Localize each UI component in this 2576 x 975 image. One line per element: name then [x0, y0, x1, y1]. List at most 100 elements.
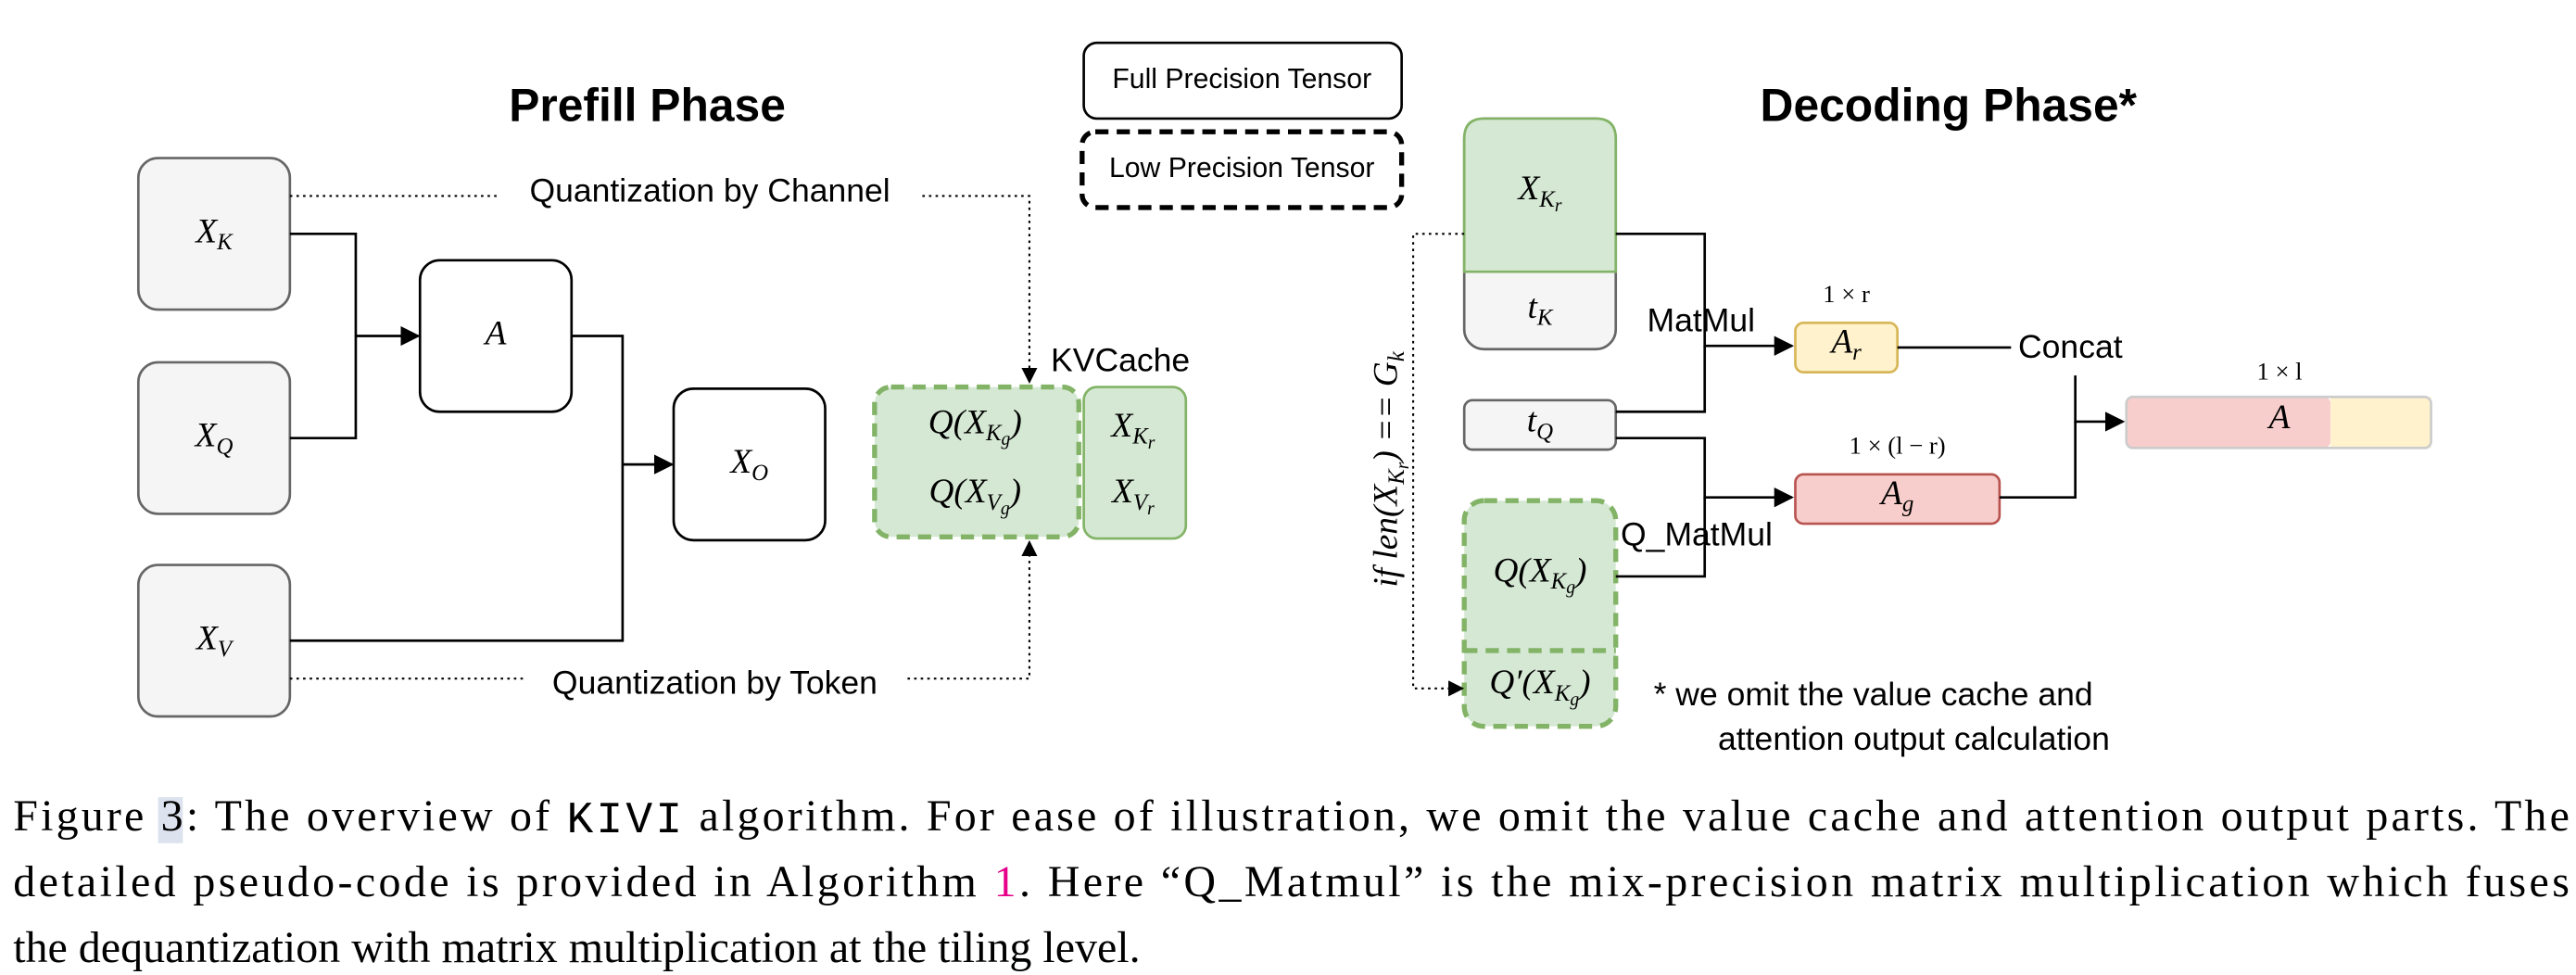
decoding-title: Decoding Phase* [1761, 79, 2138, 131]
math-part: Q [1536, 419, 1553, 444]
math-part: t [1527, 288, 1538, 326]
caption-part: the dequantization with matrix multiplic… [13, 923, 1140, 972]
math-part: X [1110, 473, 1134, 511]
concat-label: Concat [2018, 328, 2123, 365]
legend-full: Full Precision Tensor [1112, 64, 1371, 95]
edge [289, 233, 358, 440]
caption-part: algorithm. For ease of illustration, we … [685, 791, 2570, 841]
math-label: tK [1527, 288, 1553, 331]
math-part: K [1550, 569, 1568, 594]
note: attention output calculation [1718, 720, 2110, 757]
math-part: A [1828, 323, 1852, 361]
matmul-label: MatMul [1647, 302, 1754, 339]
math-label: tQ [1527, 401, 1553, 444]
edge [1615, 233, 1795, 356]
highlight [158, 797, 183, 843]
math-label: Ag [1878, 474, 1913, 516]
math-part: Q [216, 434, 233, 459]
math-part: r [1395, 462, 1414, 469]
math-part: r [1147, 500, 1155, 519]
legend-low: Low Precision Tensor [1109, 153, 1375, 184]
math-label: A [2267, 399, 2291, 437]
math-part: K [1536, 305, 1554, 330]
math-part: X [194, 212, 218, 250]
math-label: Q(XKg) [928, 403, 1022, 450]
math-part: X [1109, 407, 1133, 445]
math-part: t [1527, 401, 1538, 439]
math-label: XKr [1109, 407, 1155, 454]
math-part: K [985, 421, 1003, 446]
math-part: A [2267, 399, 2291, 437]
math-label: XV [195, 619, 234, 662]
channel-label: Quantization by Channel [530, 171, 890, 209]
math-part: g [1001, 500, 1010, 519]
a-g-shape: 1 × (l − r) [1850, 431, 1946, 459]
math-label: XO [728, 443, 768, 486]
math-part: V [1133, 489, 1150, 514]
a-out-box [2125, 395, 2432, 450]
math-part: A [483, 314, 507, 352]
math-part: V [987, 489, 1004, 514]
caption-part: detailed pseudo-code is provided in Algo… [13, 857, 991, 906]
legend-full-box [1082, 41, 1403, 120]
math-label: Ar [1828, 323, 1862, 365]
caption-part: Figure [13, 791, 158, 841]
math-part: g [1566, 579, 1575, 599]
caption-part: . Here “Q_Matmul” is the mix-precision m… [1019, 857, 2570, 906]
a-out-shape: 1 × l [2257, 357, 2303, 385]
math-part: K [1538, 187, 1556, 212]
edge [1615, 346, 1707, 413]
kvcache-label: KVCache [1051, 341, 1190, 378]
math-part: A [1878, 474, 1902, 512]
caption-line: Figure 3: The overview of KIVI algorithm… [13, 791, 2570, 846]
cache-full-box [1082, 386, 1188, 540]
edge [1615, 437, 1795, 508]
math-part: K [1131, 424, 1149, 449]
math-part: Q(X [1493, 551, 1551, 589]
math-part: k [1384, 350, 1409, 361]
math-part: Q′(X [1489, 664, 1556, 702]
math-part: ) [1008, 473, 1021, 511]
math-part: K [216, 230, 234, 255]
math-label: Q′(XKg) [1489, 664, 1590, 711]
edge [1999, 421, 2077, 499]
caption-line: the dequantization with matrix multiplic… [13, 923, 1140, 972]
math-part: K [1554, 681, 1572, 706]
math-part: ) == G [1367, 361, 1405, 463]
math-part: V [218, 637, 234, 662]
math-part: X [194, 416, 218, 454]
cache-low-box [872, 384, 1081, 539]
q-kg-box [1461, 498, 1619, 729]
math-label: A [483, 314, 507, 352]
math-label: XVr [1110, 473, 1155, 520]
dotted-edge [907, 539, 1038, 680]
caption-part: KIVI [566, 796, 682, 846]
math-part: O [751, 460, 768, 485]
dotted-edge [1412, 233, 1465, 697]
math-part: r [1852, 340, 1862, 365]
math-part: ) [1573, 551, 1586, 589]
math-part: r [1555, 196, 1562, 216]
legend-low-box [1080, 129, 1405, 210]
a-out-red [2126, 397, 2331, 449]
edge [2074, 375, 2126, 432]
a-r-shape: 1 × r [1823, 280, 1870, 308]
math-part: r [1148, 434, 1155, 453]
note: * we omit the value cache and [1654, 676, 2093, 713]
math-part: X [195, 619, 219, 657]
a-out-yellow [2330, 397, 2431, 449]
math-part: K [1384, 468, 1409, 486]
token-label: Quantization by Token [552, 665, 878, 702]
math-label: Q(XKg) [1493, 551, 1586, 599]
math-part: g [1570, 690, 1579, 710]
math-part: ) [1008, 403, 1021, 441]
caption-part: 3 [161, 791, 183, 841]
prefill-title: Prefill Phase [509, 79, 786, 131]
x-kr-box [1462, 117, 1618, 273]
math-label: XQ [194, 416, 234, 459]
q-matmul-label: Q_MatMul [1621, 516, 1773, 553]
math-part: ) [1577, 664, 1590, 702]
caption-line: detailed pseudo-code is provided in Algo… [13, 857, 2570, 906]
